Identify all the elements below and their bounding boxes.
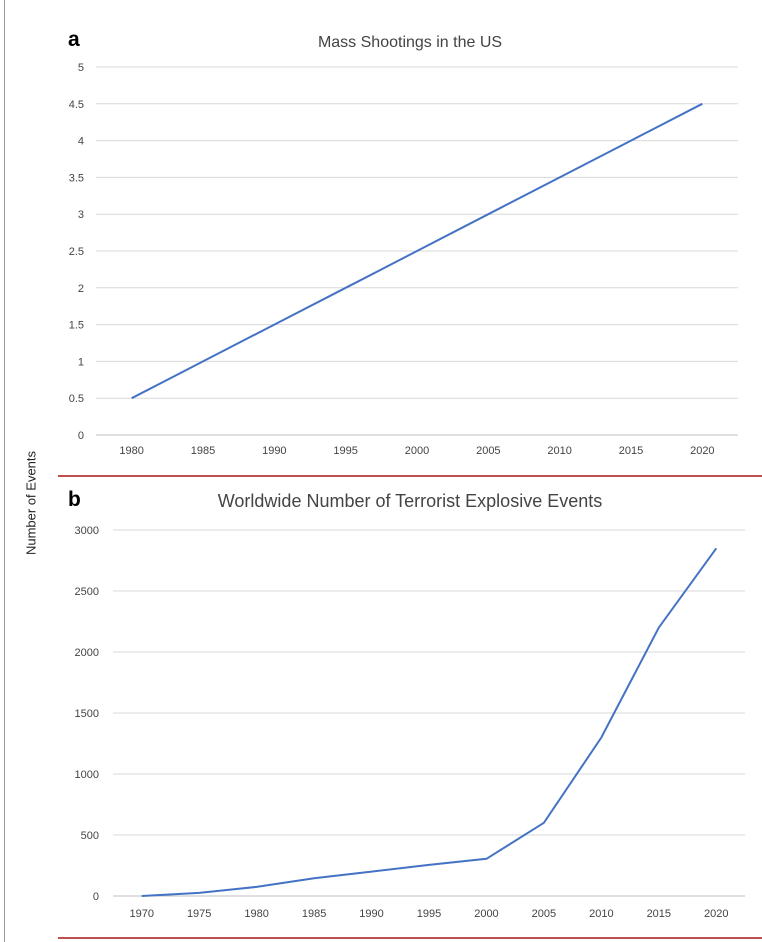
y-tick-label-b: 500 bbox=[81, 830, 99, 842]
x-tick-label-a: 1985 bbox=[191, 445, 215, 457]
y-tick-label-b: 3000 bbox=[75, 525, 99, 537]
y-tick-label-a: 1 bbox=[78, 356, 84, 368]
series-line-b bbox=[141, 547, 718, 897]
y-tick-label-a: 4.5 bbox=[69, 99, 84, 111]
x-tick-label-a: 1995 bbox=[333, 445, 357, 457]
x-tick-label-b: 1990 bbox=[359, 908, 383, 920]
x-tick-label-b: 2015 bbox=[647, 908, 671, 920]
left-border-rule bbox=[4, 0, 5, 942]
x-tick-label-b: 2020 bbox=[704, 908, 728, 920]
chart-title-b: Worldwide Number of Terrorist Explosive … bbox=[217, 491, 603, 511]
y-tick-label-a: 5 bbox=[78, 62, 84, 74]
y-tick-label-a: 4 bbox=[78, 136, 84, 148]
divider-a bbox=[58, 475, 762, 477]
x-tick-label-b: 1980 bbox=[244, 908, 268, 920]
x-tick-label-b: 1975 bbox=[187, 908, 211, 920]
x-tick-label-a: 1990 bbox=[262, 445, 286, 457]
y-tick-label-b: 0 bbox=[93, 891, 99, 903]
x-tick-label-b: 2010 bbox=[589, 908, 613, 920]
shared-y-axis-label: Number of Events bbox=[23, 450, 39, 556]
y-tick-label-a: 2.5 bbox=[69, 246, 84, 258]
panel-a: a Mass Shootings in the US 0 0.5 1 1.5 2 2.5 3… bbox=[58, 0, 762, 478]
y-tick-label-a: 0 bbox=[78, 430, 84, 442]
panel-b: b Worldwide Number of Terrorist Explosiv… bbox=[58, 478, 762, 942]
y-tick-label-a: 0.5 bbox=[69, 393, 84, 405]
x-tick-label-a: 2000 bbox=[405, 445, 429, 457]
x-tick-label-a: 2020 bbox=[690, 445, 714, 457]
chart-b-plot: 0 500 1000 1500 2000 2500 3000 1970 1975 1980 1985… bbox=[75, 525, 745, 920]
y-tick-label-a: 3.5 bbox=[69, 172, 84, 184]
x-tick-label-a: 2005 bbox=[476, 445, 500, 457]
x-tick-label-a: 2010 bbox=[547, 445, 571, 457]
panel-letter-a: a bbox=[68, 28, 80, 51]
y-tick-label-a: 1.5 bbox=[69, 320, 84, 332]
chart-a-plot: 0 0.5 1 1.5 2 2.5 3 3.5 4 4.5 5 1980 1985 1990 1995 200… bbox=[69, 62, 738, 457]
x-tick-label-b: 1970 bbox=[129, 908, 153, 920]
x-tick-label-b: 1985 bbox=[302, 908, 326, 920]
series-line-a bbox=[131, 102, 703, 400]
y-tick-label-b: 2000 bbox=[75, 647, 99, 659]
divider-b bbox=[58, 937, 762, 939]
x-tick-label-a: 2015 bbox=[619, 445, 643, 457]
y-tick-label-b: 2500 bbox=[75, 586, 99, 598]
x-tick-label-b: 1995 bbox=[417, 908, 441, 920]
y-tick-label-a: 3 bbox=[78, 209, 84, 221]
y-tick-label-a: 2 bbox=[78, 283, 84, 295]
panel-letter-b: b bbox=[68, 488, 81, 511]
x-tick-label-b: 2005 bbox=[532, 908, 556, 920]
x-tick-label-a: 1980 bbox=[119, 445, 143, 457]
y-tick-label-b: 1000 bbox=[75, 769, 99, 781]
x-tick-label-b: 2000 bbox=[474, 908, 498, 920]
y-tick-label-b: 1500 bbox=[75, 708, 99, 720]
chart-title-a: Mass Shootings in the US bbox=[317, 34, 503, 51]
